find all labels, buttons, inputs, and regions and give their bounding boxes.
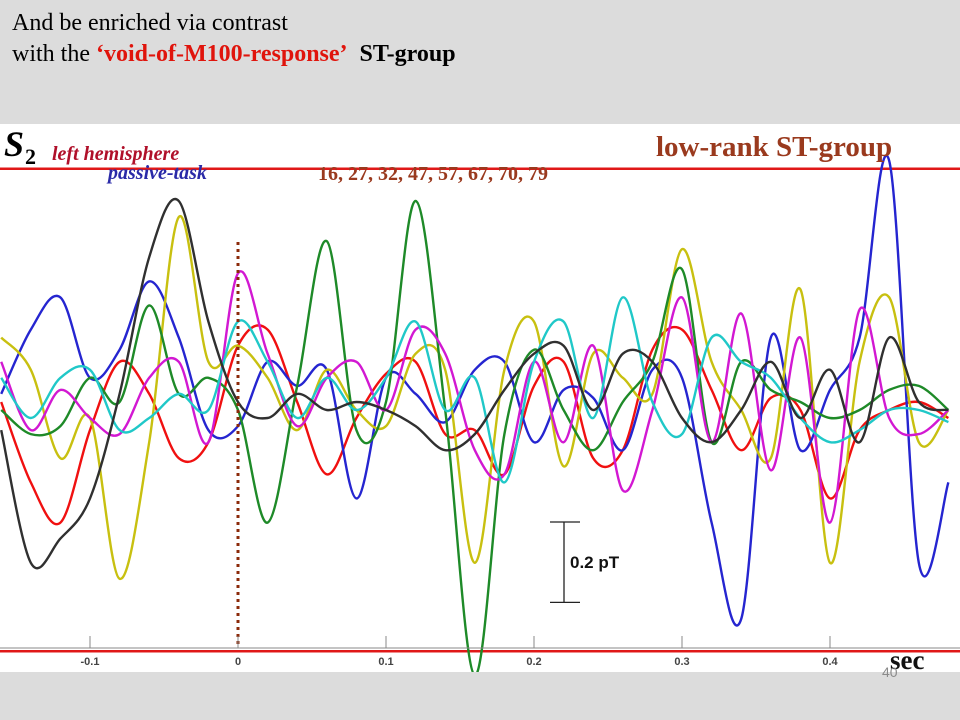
- slide-heading: And be enriched via contrast with the ‘v…: [12, 8, 456, 70]
- meg-waveform-figure: -0.1 0 0.1 0.2 0.3 0.4 sec 0.2 pT S 2 left hemis…: [0, 124, 960, 672]
- meg-waveform-chart: -0.1 0 0.1 0.2 0.3 0.4 sec 0.2 pT S 2 left hemis…: [0, 124, 960, 672]
- waveform-series-6: [0, 296, 949, 484]
- x-axis-label: sec: [890, 645, 924, 672]
- trial-numbers: 16, 27, 32, 47, 57, 67, 70, 79: [318, 163, 548, 185]
- x-tick-label: 0.2: [526, 656, 541, 668]
- heading-line-2-prefix: with the: [12, 41, 96, 67]
- waveform-series-7: [0, 197, 949, 570]
- waveform-series-4: [0, 199, 950, 672]
- legend-entry: passive-task: [106, 162, 207, 184]
- scale-bar-label: 0.2 pT: [570, 553, 620, 572]
- x-tick-label: -0.1: [81, 656, 100, 668]
- waveform-series-3: [0, 215, 950, 580]
- heading-line-2-suffix: ST-group: [359, 41, 456, 67]
- subject-label-subscript: 2: [25, 144, 36, 169]
- x-tick-label: 0.1: [378, 656, 393, 668]
- group-title: low-rank ST-group: [656, 131, 892, 163]
- x-tick-label: 0.4: [822, 656, 838, 668]
- heading-highlight: ‘void-of-M100-response’: [96, 41, 348, 67]
- heading-line-1: And be enriched via contrast: [12, 10, 288, 36]
- waveform-series-5: [0, 270, 950, 524]
- slide-number: 40: [882, 664, 898, 680]
- heading-line-2: with the ‘void-of-M100-response’ ST-grou…: [12, 39, 456, 70]
- x-tick-label: 0.3: [674, 656, 689, 668]
- x-tick-label: 0: [235, 656, 241, 668]
- legend-entry: left hemisphere: [52, 143, 179, 165]
- subject-label: S: [4, 124, 24, 164]
- waveform-series-2: [0, 154, 950, 627]
